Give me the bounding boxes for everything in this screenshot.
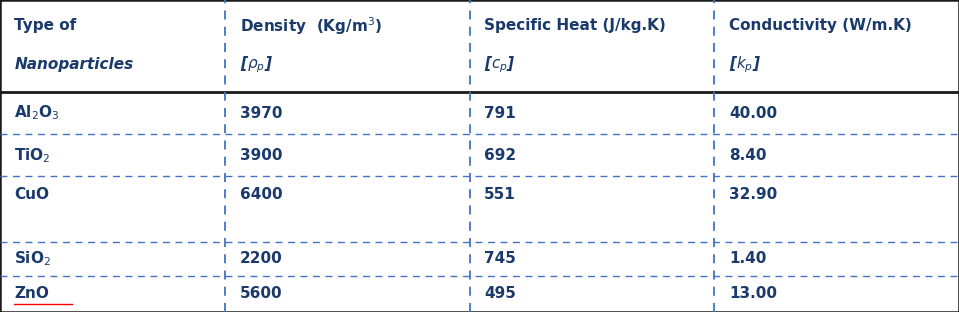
Text: 40.00: 40.00 [729, 105, 777, 121]
Text: SiO$_2$: SiO$_2$ [14, 250, 52, 268]
Text: 3970: 3970 [240, 105, 282, 121]
Text: Conductivity (W/m.K): Conductivity (W/m.K) [729, 18, 912, 33]
Text: 551: 551 [484, 187, 516, 202]
Text: [$\rho_p$]: [$\rho_p$] [240, 54, 272, 75]
Text: ZnO: ZnO [14, 286, 49, 301]
Text: Specific Heat (J/kg.K): Specific Heat (J/kg.K) [484, 18, 667, 33]
Text: 5600: 5600 [240, 286, 282, 301]
Text: 745: 745 [484, 251, 516, 266]
Text: Type of: Type of [14, 18, 77, 33]
Text: 8.40: 8.40 [729, 148, 766, 163]
Text: TiO$_2$: TiO$_2$ [14, 146, 51, 164]
Text: 1.40: 1.40 [729, 251, 766, 266]
Text: 13.00: 13.00 [729, 286, 777, 301]
Text: 6400: 6400 [240, 187, 282, 202]
Text: Density  (Kg/m$^3$): Density (Kg/m$^3$) [240, 15, 382, 37]
Text: [$k_p$]: [$k_p$] [729, 54, 760, 75]
Text: 495: 495 [484, 286, 516, 301]
Text: CuO: CuO [14, 187, 49, 202]
Text: 791: 791 [484, 105, 516, 121]
Text: 692: 692 [484, 148, 516, 163]
Text: 3900: 3900 [240, 148, 282, 163]
Text: [$c_p$]: [$c_p$] [484, 54, 516, 75]
Text: Nanoparticles: Nanoparticles [14, 57, 133, 72]
Text: 2200: 2200 [240, 251, 283, 266]
Text: Al$_2$O$_3$: Al$_2$O$_3$ [14, 104, 59, 122]
Text: 32.90: 32.90 [729, 187, 777, 202]
